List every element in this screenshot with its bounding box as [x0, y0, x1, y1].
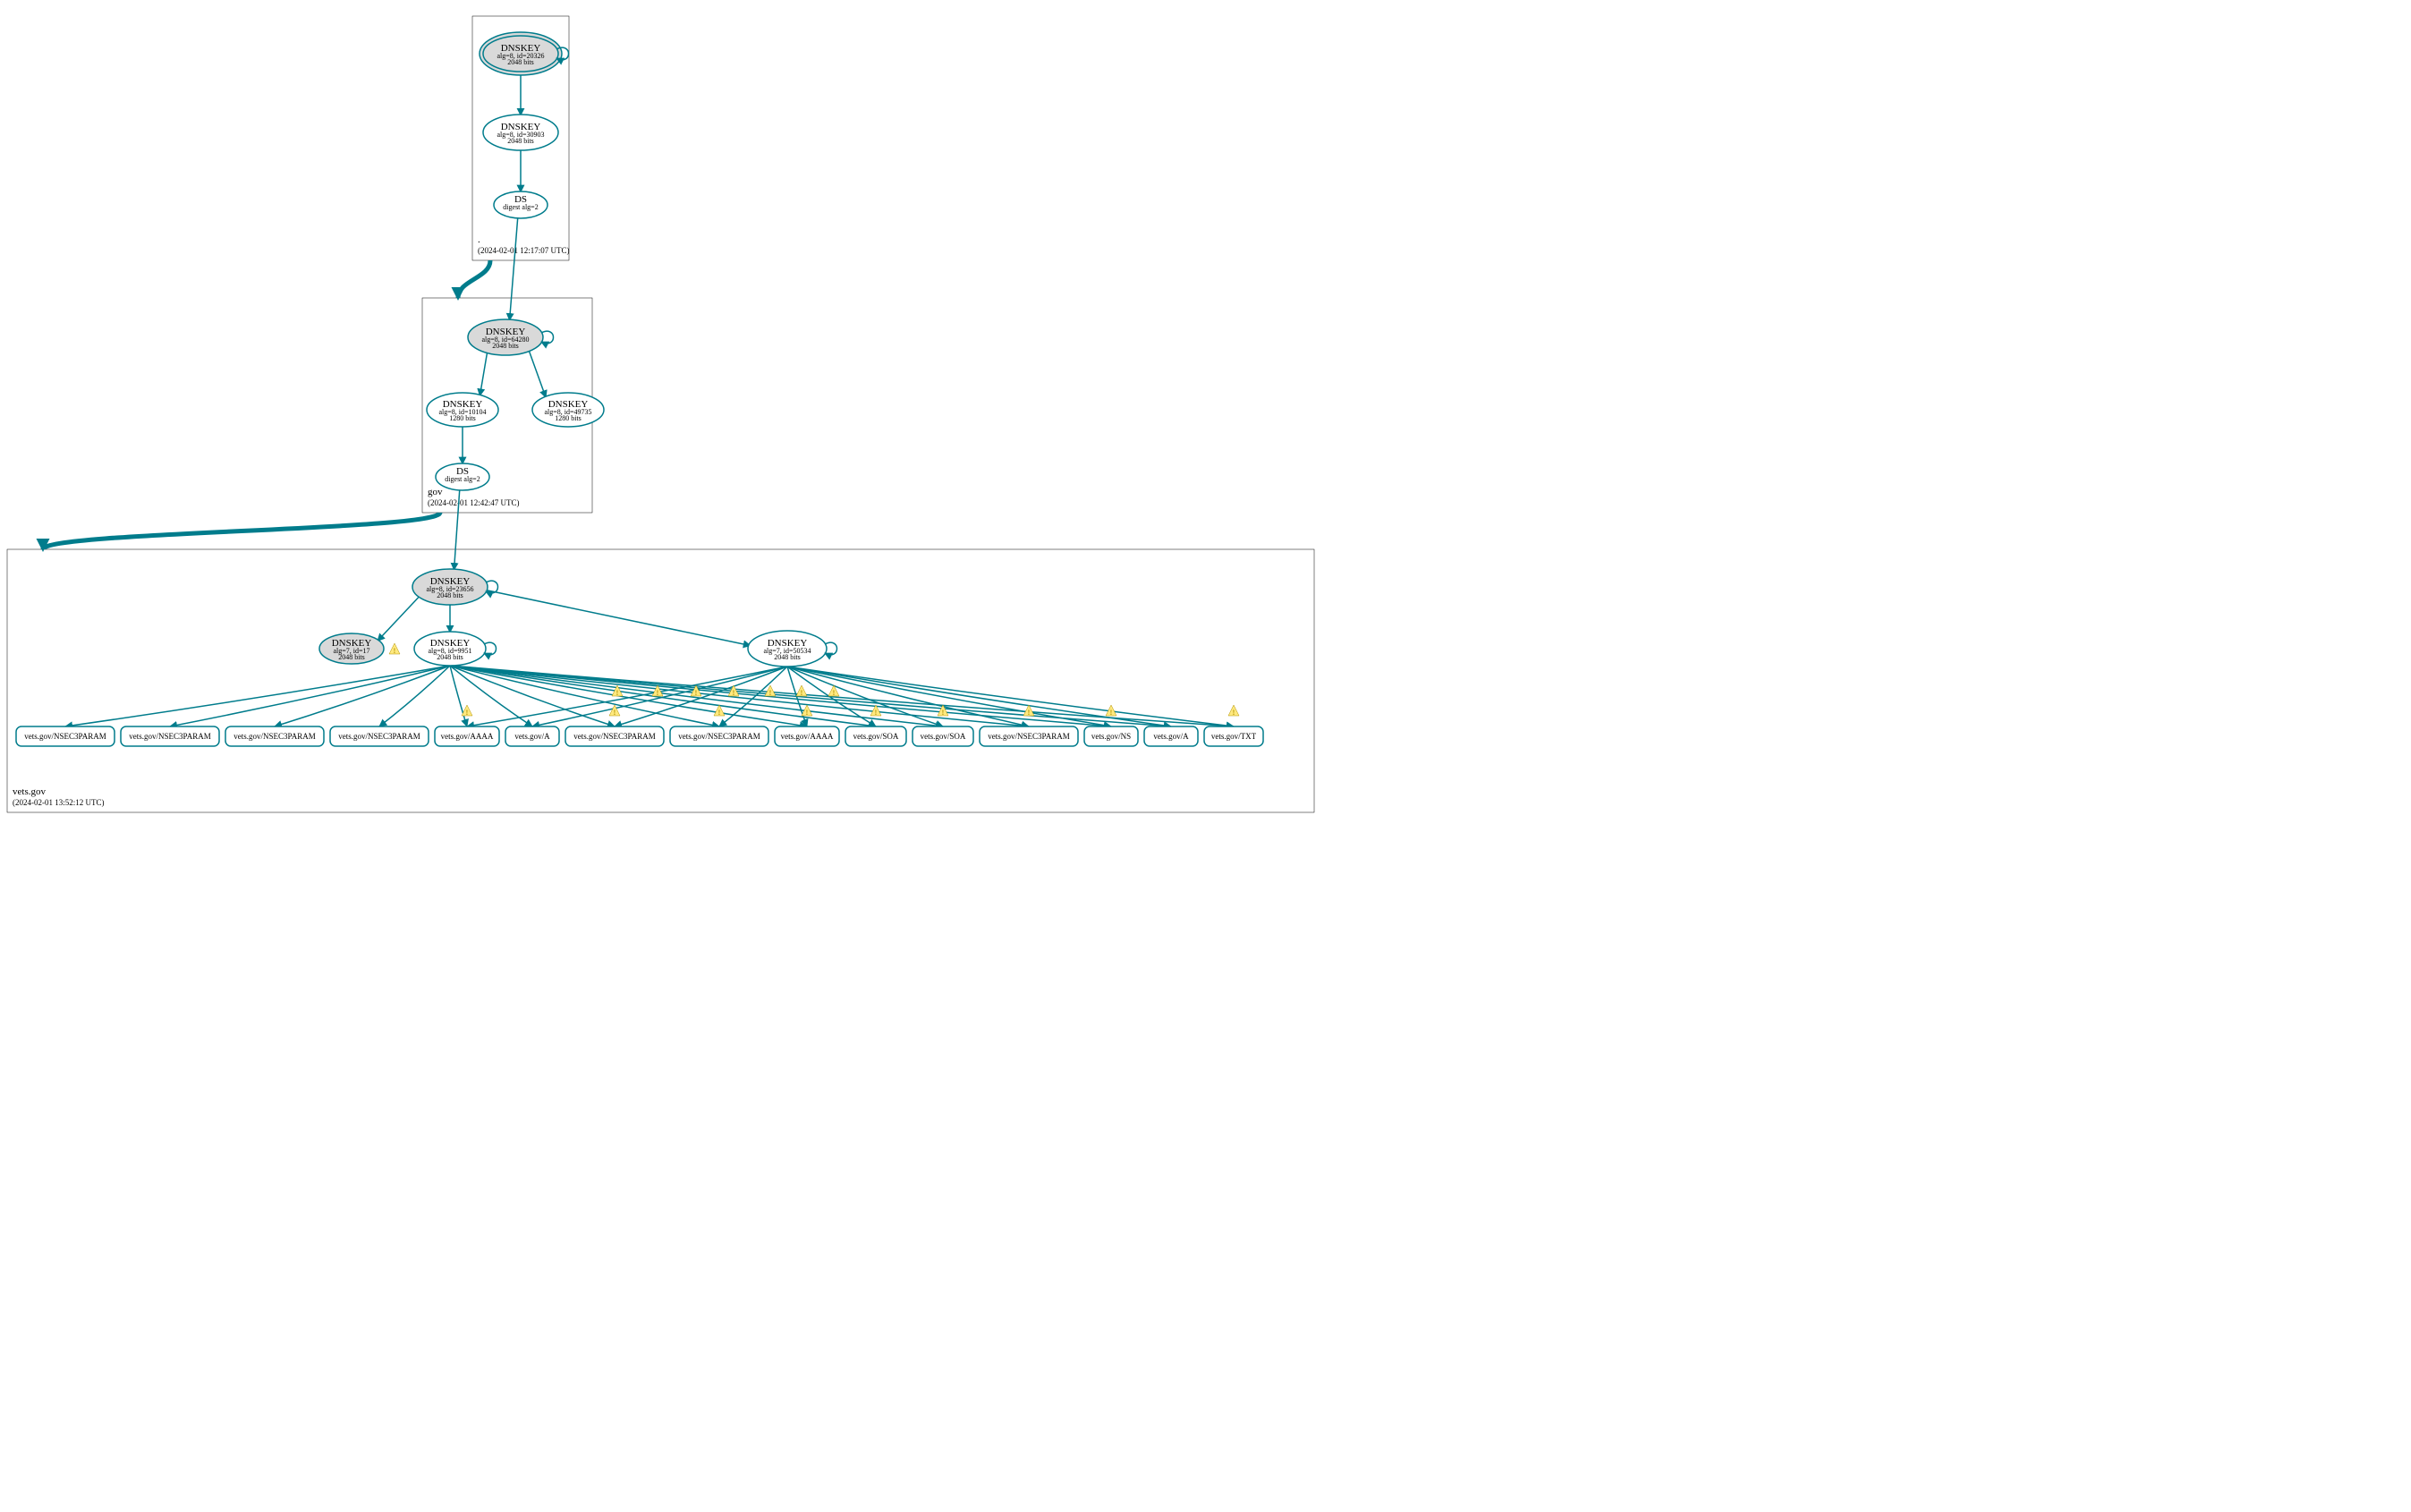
svg-text:gov: gov [428, 487, 443, 497]
svg-text:!: ! [614, 709, 616, 717]
svg-text:(2024-02-01 12:42:47 UTC): (2024-02-01 12:42:47 UTC) [428, 498, 520, 507]
rr-rr13: vets.gov/A [1144, 726, 1198, 746]
svg-text:(2024-02-01 12:17:07 UTC): (2024-02-01 12:17:07 UTC) [478, 246, 570, 255]
node-gov_ksk: DNSKEYalg=8, id=642802048 bits [468, 319, 554, 355]
svg-text:!: ! [733, 689, 735, 697]
rr-edge [615, 667, 787, 726]
svg-text:2048 bits: 2048 bits [507, 137, 534, 145]
rr-edge [170, 666, 450, 726]
warning-icon: ! [609, 705, 620, 717]
warning-icon: ! [796, 685, 807, 697]
svg-text:!: ! [1028, 709, 1031, 717]
rr-rr11: vets.gov/NSEC3PARAM [980, 726, 1078, 746]
warning-icon: ! [389, 643, 400, 655]
svg-text:2048 bits: 2048 bits [338, 653, 365, 661]
svg-text:vets.gov/TXT: vets.gov/TXT [1211, 732, 1257, 741]
node-vets_ksk: DNSKEYalg=8, id=236562048 bits [412, 569, 498, 605]
svg-text:digest alg=2: digest alg=2 [445, 475, 480, 483]
svg-text:vets.gov/SOA: vets.gov/SOA [853, 732, 899, 741]
rr-edge [65, 666, 450, 726]
svg-text:!: ! [657, 689, 659, 697]
node-gov_ds: DSdigest alg=2 [436, 463, 489, 490]
svg-text:!: ! [1110, 709, 1113, 717]
edge [485, 590, 751, 645]
zone-edge [458, 260, 490, 298]
svg-text:2048 bits: 2048 bits [774, 653, 801, 661]
rr-rr9: vets.gov/SOA [845, 726, 906, 746]
svg-text:vets.gov/A: vets.gov/A [1153, 732, 1189, 741]
rr-rr6: vets.gov/NSEC3PARAM [565, 726, 664, 746]
svg-text:!: ! [718, 709, 721, 717]
warning-icon: ! [938, 705, 948, 717]
svg-text:vets.gov/NSEC3PARAM: vets.gov/NSEC3PARAM [129, 732, 210, 741]
rr-rr4: vets.gov/AAAA [435, 726, 499, 746]
dnssec-graph: .(2024-02-01 12:17:07 UTC)gov(2024-02-01… [0, 0, 1321, 829]
svg-text:!: ! [769, 689, 772, 697]
rr-rr2: vets.gov/NSEC3PARAM [225, 726, 324, 746]
edge [480, 352, 487, 395]
warning-icon: ! [462, 705, 472, 717]
svg-text:1280 bits: 1280 bits [449, 414, 476, 422]
warning-icon: ! [1228, 705, 1239, 717]
node-root_ksk: DNSKEYalg=8, id=203262048 bits [480, 32, 569, 75]
svg-text:vets.gov/NSEC3PARAM: vets.gov/NSEC3PARAM [573, 732, 655, 741]
rr-edge [450, 666, 467, 726]
svg-text:vets.gov/NSEC3PARAM: vets.gov/NSEC3PARAM [338, 732, 420, 741]
svg-text:!: ! [806, 709, 809, 717]
svg-text:2048 bits: 2048 bits [437, 653, 463, 661]
svg-text:1280 bits: 1280 bits [555, 414, 582, 422]
svg-text:vets.gov/NSEC3PARAM: vets.gov/NSEC3PARAM [24, 732, 106, 741]
rr-rr5: vets.gov/A [505, 726, 559, 746]
svg-text:vets.gov/NSEC3PARAM: vets.gov/NSEC3PARAM [233, 732, 315, 741]
svg-text:digest alg=2: digest alg=2 [503, 203, 538, 211]
svg-text:!: ! [833, 689, 836, 697]
rr-rr14: vets.gov/TXT [1204, 726, 1263, 746]
svg-text:.: . [478, 234, 480, 245]
svg-text:vets.gov: vets.gov [13, 786, 46, 797]
node-root_ds: DSdigest alg=2 [494, 191, 548, 218]
rr-edge [275, 666, 450, 726]
svg-text:2048 bits: 2048 bits [492, 342, 519, 350]
node-gov_zsk2: DNSKEYalg=8, id=497351280 bits [532, 393, 604, 427]
svg-text:vets.gov/NS: vets.gov/NS [1091, 732, 1131, 741]
svg-text:vets.gov/NSEC3PARAM: vets.gov/NSEC3PARAM [988, 732, 1069, 741]
node-vets_50534: DNSKEYalg=7, id=505342048 bits [748, 631, 837, 667]
node-vets_k17: DNSKEYalg=7, id=172048 bits [319, 633, 384, 664]
svg-text:vets.gov/A: vets.gov/A [514, 732, 550, 741]
rr-edge [379, 666, 450, 726]
edge [510, 217, 518, 320]
node-root_zsk: DNSKEYalg=8, id=309032048 bits [483, 115, 558, 150]
svg-text:!: ! [875, 709, 878, 717]
svg-text:!: ! [1233, 709, 1235, 717]
rr-rr0: vets.gov/NSEC3PARAM [16, 726, 115, 746]
svg-text:!: ! [616, 689, 619, 697]
rr-rr1: vets.gov/NSEC3PARAM [121, 726, 219, 746]
svg-text:!: ! [695, 689, 698, 697]
zone-edge [43, 513, 440, 549]
svg-text:2048 bits: 2048 bits [507, 58, 534, 66]
svg-text:(2024-02-01 13:52:12 UTC): (2024-02-01 13:52:12 UTC) [13, 798, 105, 807]
svg-text:2048 bits: 2048 bits [437, 591, 463, 599]
node-vets_9951: DNSKEYalg=8, id=99512048 bits [414, 632, 497, 666]
svg-text:vets.gov/AAAA: vets.gov/AAAA [441, 732, 494, 741]
rr-rr8: vets.gov/AAAA [775, 726, 839, 746]
svg-text:vets.gov/SOA: vets.gov/SOA [921, 732, 966, 741]
rr-rr3: vets.gov/NSEC3PARAM [330, 726, 429, 746]
rr-rr7: vets.gov/NSEC3PARAM [670, 726, 768, 746]
node-gov_zsk1: DNSKEYalg=8, id=101041280 bits [427, 393, 498, 427]
edge [378, 596, 420, 641]
warning-icon: ! [714, 705, 725, 717]
svg-text:!: ! [942, 709, 945, 717]
svg-text:vets.gov/NSEC3PARAM: vets.gov/NSEC3PARAM [678, 732, 760, 741]
edge [529, 350, 546, 397]
rr-rr12: vets.gov/NS [1084, 726, 1138, 746]
svg-text:vets.gov/AAAA: vets.gov/AAAA [781, 732, 834, 741]
svg-text:!: ! [394, 647, 396, 655]
zone-vets [7, 549, 1314, 812]
svg-text:!: ! [466, 709, 469, 717]
rr-rr10: vets.gov/SOA [913, 726, 973, 746]
svg-text:!: ! [801, 689, 803, 697]
